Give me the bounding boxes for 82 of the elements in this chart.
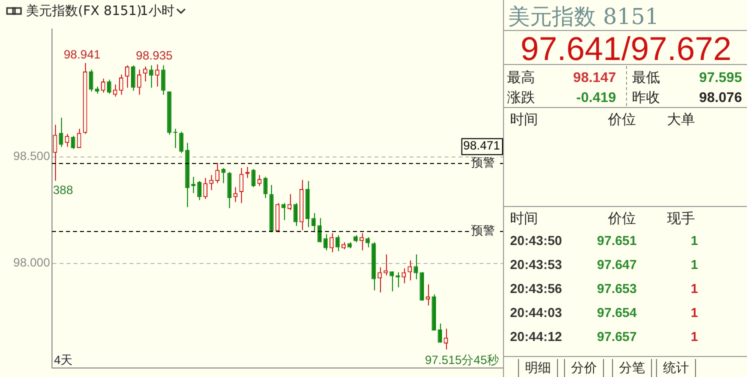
chart-subtitle: 1小时: [140, 3, 174, 20]
annotation: 4天: [54, 353, 73, 368]
candlestick: [438, 323, 442, 344]
text: 价位: [608, 111, 636, 129]
candlestick: [444, 328, 448, 350]
text: 分笔: [612, 359, 652, 377]
text: 价位: [608, 210, 636, 228]
text: 97.647: [597, 257, 637, 272]
annotation: 97.515分45秒: [424, 353, 499, 368]
text: 20:43:53: [510, 257, 562, 272]
candlestick: [335, 234, 340, 252]
candlestick: [125, 64, 130, 88]
candlestick: [426, 284, 430, 306]
text: 1: [690, 233, 698, 248]
candlestick: [106, 79, 112, 94]
text: 97.654: [597, 305, 637, 320]
candlestick: [161, 64, 166, 96]
ref-line-label: 预警: [471, 156, 495, 170]
candlestick: [378, 266, 382, 293]
text: 97.641/97.672: [519, 30, 733, 68]
candlestick: [137, 69, 142, 96]
annotation: 98.935: [136, 48, 173, 63]
candlestick: [227, 172, 232, 209]
candlestick: [143, 66, 148, 82]
text: 1: [690, 281, 698, 296]
text: 1: [690, 305, 698, 320]
text: 时间: [510, 111, 538, 129]
text: 20:43:56: [510, 281, 562, 296]
text: 涨跌: [507, 89, 535, 107]
text: 最低: [632, 69, 660, 87]
y-tick-label: 98.000: [13, 256, 50, 270]
candlestick: [329, 232, 334, 253]
annotation: 388: [53, 183, 74, 198]
text: 97.651: [597, 233, 637, 248]
candlestick: [390, 270, 394, 292]
candlestick: [414, 254, 418, 280]
candlestick: [118, 74, 124, 96]
text: 97.653: [597, 281, 637, 296]
text: 97.657: [597, 329, 637, 344]
candlestick: [408, 260, 412, 281]
annotation: 98.471: [463, 138, 500, 152]
y-tick-label: 98.500: [13, 149, 50, 164]
candlestick: [360, 232, 364, 251]
candlestick: [233, 186, 238, 203]
text: 97.595: [699, 69, 742, 85]
text: 20:44:12: [510, 329, 562, 344]
candlestick: [100, 78, 106, 94]
candlestick: [209, 174, 214, 191]
candlestick: [88, 69, 94, 92]
candlestick: [203, 177, 208, 200]
candlestick: [384, 254, 388, 276]
text: 美元指数 8151: [508, 4, 659, 32]
candlestick: [197, 180, 202, 201]
candlestick: [215, 162, 220, 184]
candlestick: [149, 64, 154, 88]
text: 98.076: [699, 89, 742, 105]
text: 时间: [510, 210, 538, 228]
text: 明细: [518, 359, 558, 377]
text: 20:44:03: [510, 305, 562, 320]
text: -0.419: [576, 89, 616, 105]
chart-title: 美元指数(FX 8151): [26, 3, 142, 20]
text: 昨收: [632, 89, 660, 107]
text: 1: [690, 257, 698, 272]
candlestick: [131, 64, 136, 92]
text: 统计: [656, 359, 696, 377]
candlestick: [221, 167, 226, 184]
ref-line-label: 预警: [471, 224, 495, 238]
candlestick: [179, 131, 184, 154]
candlestick: [323, 234, 328, 251]
text: 98.147: [573, 69, 616, 85]
candlestick: [317, 218, 322, 243]
candlestick: [155, 64, 160, 88]
text: 现手: [667, 210, 695, 228]
candlestick: [366, 236, 370, 248]
text: 最高: [507, 69, 535, 87]
text: 1: [690, 329, 698, 344]
candlestick: [112, 84, 118, 98]
text: 20:43:50: [510, 233, 562, 248]
text: 分价: [564, 359, 604, 377]
annotation: 98.941: [64, 47, 101, 62]
candlestick: [402, 268, 406, 284]
text: 大单: [667, 111, 695, 129]
